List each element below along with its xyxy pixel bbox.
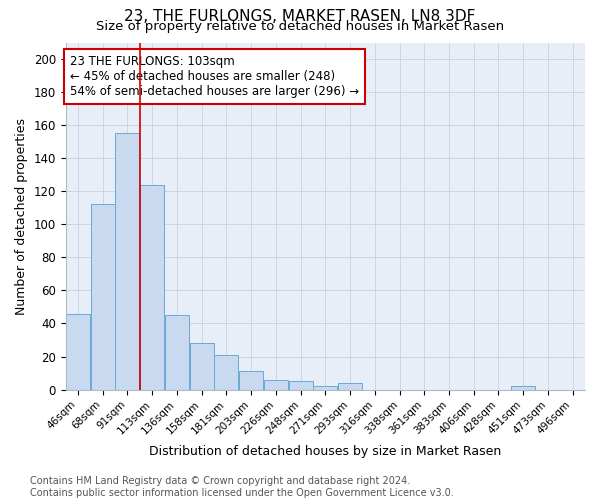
Text: Size of property relative to detached houses in Market Rasen: Size of property relative to detached ho…	[96, 20, 504, 33]
Text: 23 THE FURLONGS: 103sqm
← 45% of detached houses are smaller (248)
54% of semi-d: 23 THE FURLONGS: 103sqm ← 45% of detache…	[70, 54, 359, 98]
Bar	[289, 382, 313, 390]
Bar	[115, 134, 139, 390]
Bar	[214, 355, 238, 390]
Bar	[511, 386, 535, 390]
Bar	[91, 204, 115, 390]
Text: Contains HM Land Registry data © Crown copyright and database right 2024.
Contai: Contains HM Land Registry data © Crown c…	[30, 476, 454, 498]
X-axis label: Distribution of detached houses by size in Market Rasen: Distribution of detached houses by size …	[149, 444, 502, 458]
Bar	[239, 372, 263, 390]
Bar	[190, 344, 214, 390]
Bar	[165, 315, 189, 390]
Y-axis label: Number of detached properties: Number of detached properties	[15, 118, 28, 314]
Bar	[66, 314, 90, 390]
Bar	[264, 380, 288, 390]
Bar	[338, 383, 362, 390]
Bar	[313, 386, 337, 390]
Bar	[140, 184, 164, 390]
Text: 23, THE FURLONGS, MARKET RASEN, LN8 3DF: 23, THE FURLONGS, MARKET RASEN, LN8 3DF	[124, 9, 476, 24]
